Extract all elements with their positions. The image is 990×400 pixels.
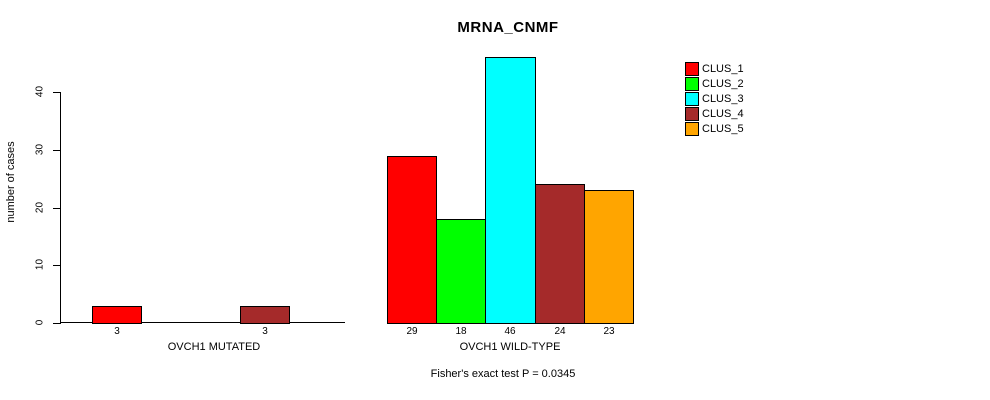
bar-value-label: 29 (406, 326, 418, 337)
y-tick-mark (53, 323, 60, 324)
bar-clus_4 (535, 184, 585, 324)
legend-swatch-clus_5 (685, 122, 699, 136)
legend-label: CLUS_5 (702, 123, 744, 135)
y-tick-label: 20 (34, 201, 46, 214)
legend-label: CLUS_1 (702, 63, 744, 75)
y-axis-line (60, 92, 61, 324)
bar-clus_2 (436, 219, 486, 324)
y-tick-label: 30 (34, 143, 46, 156)
legend-swatch-clus_3 (685, 92, 699, 106)
x-axis-baseline (60, 322, 345, 323)
bar-clus_5 (584, 190, 634, 324)
bar-value-label: 18 (455, 326, 467, 337)
y-tick-label: 40 (34, 85, 46, 98)
legend-swatch-clus_2 (685, 77, 699, 91)
bar-clus_3 (485, 57, 536, 324)
y-tick-label: 0 (34, 319, 46, 326)
group-label: OVCH1 WILD-TYPE (459, 341, 561, 353)
y-tick-mark (53, 208, 60, 209)
bar-value-label: 3 (262, 326, 268, 337)
bar-value-label: 23 (603, 326, 615, 337)
legend-swatch-clus_1 (685, 62, 699, 76)
group-label: OVCH1 MUTATED (167, 341, 261, 353)
y-axis-title: number of cases (5, 141, 17, 223)
chart-title: MRNA_CNMF (457, 19, 559, 36)
y-tick-mark (53, 150, 60, 151)
legend-label: CLUS_4 (702, 108, 744, 120)
legend-label: CLUS_3 (702, 93, 744, 105)
bar-value-label: 3 (114, 326, 120, 337)
bar-value-label: 46 (504, 326, 516, 337)
y-tick-mark (53, 265, 60, 266)
bar-clus_1 (387, 156, 437, 324)
legend-label: CLUS_2 (702, 78, 744, 90)
legend-swatch-clus_4 (685, 107, 699, 121)
y-tick-mark (53, 92, 60, 93)
fisher-test-annotation: Fisher's exact test P = 0.0345 (430, 368, 576, 380)
y-tick-label: 10 (34, 258, 46, 271)
bar-clus_4 (240, 306, 290, 324)
bar-value-label: 24 (554, 326, 566, 337)
bar-clus_1 (92, 306, 142, 324)
